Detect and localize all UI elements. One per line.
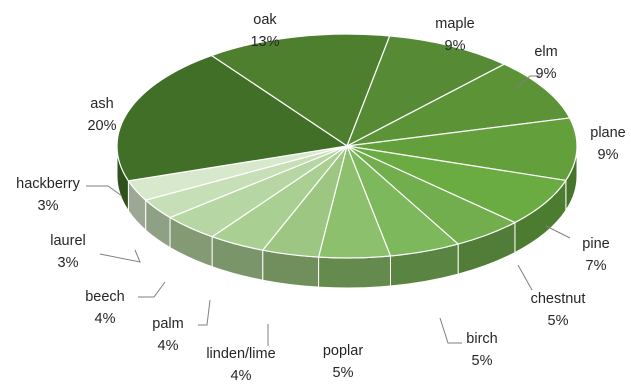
data-value-palm: 4% xyxy=(158,338,179,354)
data-value-hackberry: 3% xyxy=(38,198,59,214)
data-value-beech: 4% xyxy=(95,311,116,327)
data-value-maple: 9% xyxy=(445,38,466,54)
slice-oak xyxy=(210,33,391,147)
data-label-poplar: poplar xyxy=(323,343,363,359)
leader-line-hackberry xyxy=(86,185,123,197)
data-label-plane: plane xyxy=(590,125,625,141)
slice-ash xyxy=(116,54,349,182)
pie-slices xyxy=(116,33,578,259)
leader-line-elm xyxy=(514,75,540,90)
data-label-oak: oak xyxy=(253,12,277,28)
data-value-linden-lime: 4% xyxy=(231,368,252,384)
leader-line-laurel xyxy=(99,249,141,263)
data-label-palm: palm xyxy=(152,316,183,332)
data-label-birch: birch xyxy=(466,331,497,347)
leader-line-pine xyxy=(545,225,571,239)
slice-elm xyxy=(346,63,571,147)
data-value-poplar: 5% xyxy=(333,365,354,381)
slice-side-poplar xyxy=(318,255,391,289)
pie-3d-sides xyxy=(116,145,578,289)
leader-lines xyxy=(86,75,571,346)
data-label-ash: ash xyxy=(90,96,113,112)
slice-pine xyxy=(346,145,567,224)
data-value-birch: 5% xyxy=(472,353,493,369)
data-label-chestnut: chestnut xyxy=(531,291,586,307)
leader-line-beech xyxy=(138,281,166,298)
data-label-pine: pine xyxy=(582,236,609,252)
data-label-elm: elm xyxy=(534,44,557,60)
data-value-oak: 13% xyxy=(250,34,279,50)
data-value-ash: 20% xyxy=(87,118,116,134)
data-value-chestnut: 5% xyxy=(548,313,569,329)
leader-line-palm xyxy=(198,299,211,326)
data-label-linden-lime: linden/lime xyxy=(206,346,275,362)
data-label-maple: maple xyxy=(435,16,475,32)
slice-plane xyxy=(346,117,578,182)
data-labels: oak 13% maple 9% elm 9% plane 9% pine 7% chestnut 5… xyxy=(16,12,626,384)
data-value-laurel: 3% xyxy=(58,255,79,271)
data-label-beech: beech xyxy=(85,289,125,305)
data-value-elm: 9% xyxy=(536,66,557,82)
data-value-pine: 7% xyxy=(586,258,607,274)
leader-line-chestnut xyxy=(517,264,533,291)
data-label-laurel: laurel xyxy=(50,233,85,249)
data-label-hackberry: hackberry xyxy=(16,176,80,192)
data-value-plane: 9% xyxy=(598,147,619,163)
leader-line-birch xyxy=(439,317,462,344)
slice-maple xyxy=(345,35,506,148)
